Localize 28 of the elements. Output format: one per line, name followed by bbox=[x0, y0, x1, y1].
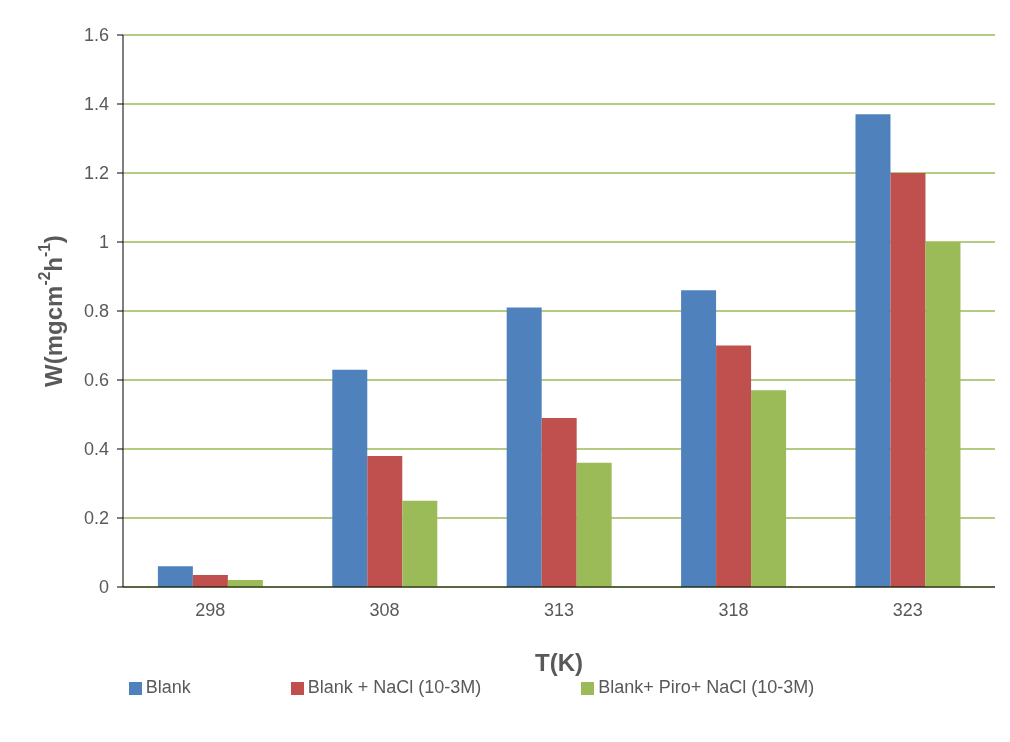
bar bbox=[192, 574, 228, 587]
x-axis-title: T(K) bbox=[535, 648, 583, 676]
legend-label: Blank bbox=[145, 677, 191, 697]
bar bbox=[541, 417, 577, 587]
x-tick-label: 318 bbox=[718, 599, 749, 620]
y-tick-label: 1.6 bbox=[83, 25, 109, 46]
legend-label: Blank+ Piro+ NaCl (10-3M) bbox=[598, 677, 815, 697]
y-tick-label: 1 bbox=[98, 232, 109, 253]
y-tick-label: 0.4 bbox=[83, 439, 109, 460]
legend-label: Blank + NaCl (10-3M) bbox=[307, 677, 482, 697]
x-tick-label: 298 bbox=[195, 599, 226, 620]
x-tick-label: 308 bbox=[369, 599, 400, 620]
bar bbox=[506, 307, 542, 587]
x-tick-label: 313 bbox=[543, 599, 575, 620]
bar bbox=[855, 114, 891, 587]
bar bbox=[890, 173, 926, 587]
bar bbox=[681, 290, 717, 587]
x-tick-label: 323 bbox=[892, 599, 923, 620]
y-tick-label: 1.4 bbox=[83, 94, 109, 115]
bar bbox=[716, 345, 752, 587]
y-tick-label: 1.2 bbox=[83, 163, 109, 184]
y-tick-label: 0.2 bbox=[83, 508, 109, 529]
bar bbox=[157, 566, 193, 587]
bar bbox=[367, 455, 403, 587]
y-tick-label: 0 bbox=[98, 577, 109, 598]
y-tick-label: 0.8 bbox=[83, 301, 109, 322]
y-tick-label: 0.6 bbox=[83, 370, 109, 391]
bar bbox=[332, 369, 368, 587]
